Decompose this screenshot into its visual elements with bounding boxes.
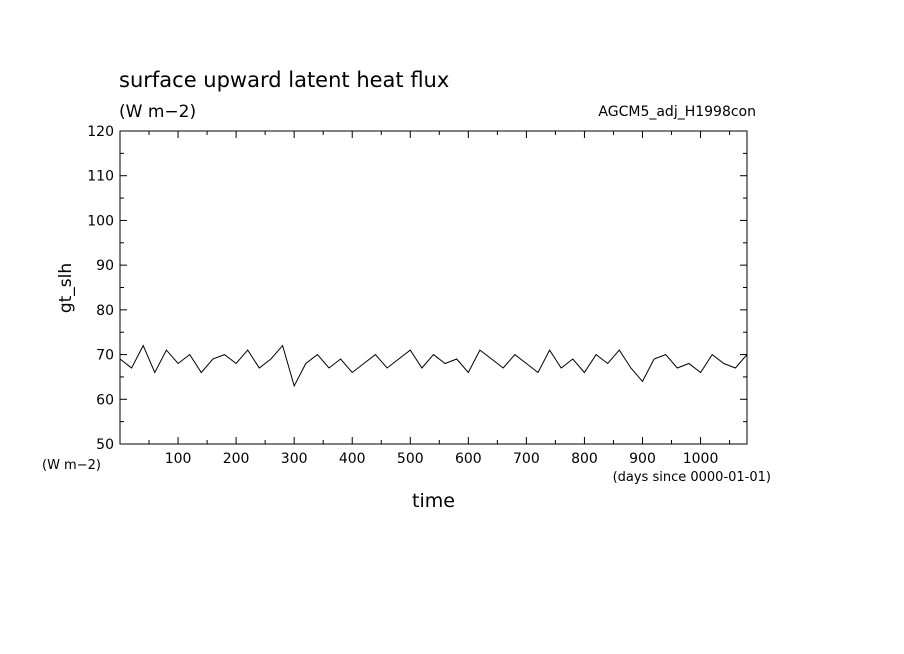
y-tick-label: 50 xyxy=(96,437,114,453)
y-tick-label: 110 xyxy=(87,169,114,185)
y-tick-label: 80 xyxy=(96,303,114,319)
x-tick-label: 800 xyxy=(571,451,598,467)
x-axis-label: time xyxy=(412,490,455,512)
x-tick-label: 900 xyxy=(629,451,656,467)
chart-subtitle-units: (W m−2) xyxy=(119,102,197,122)
x-tick-label: 300 xyxy=(281,451,308,467)
x-tick-label: 600 xyxy=(455,451,482,467)
x-tick-label: 700 xyxy=(513,451,540,467)
y-tick-label: 100 xyxy=(87,213,114,229)
plot-frame xyxy=(119,130,748,445)
chart-title: surface upward latent heat flux xyxy=(119,68,450,92)
y-tick-label: 60 xyxy=(96,392,114,408)
y-axis-units: (W m−2) xyxy=(42,458,101,473)
y-tick-label: 90 xyxy=(96,258,114,274)
y-tick-label: 120 xyxy=(87,124,114,140)
x-tick-label: 200 xyxy=(223,451,250,467)
x-tick-label: 400 xyxy=(339,451,366,467)
x-tick-label: 1000 xyxy=(683,451,719,467)
series-line xyxy=(119,344,748,388)
run-label: AGCM5_adj_H1998con xyxy=(598,104,756,120)
y-tick-label: 70 xyxy=(96,348,114,364)
x-tick-label: 500 xyxy=(397,451,424,467)
x-tick-label: 100 xyxy=(165,451,192,467)
x-axis-units: (days since 0000-01-01) xyxy=(612,470,771,485)
